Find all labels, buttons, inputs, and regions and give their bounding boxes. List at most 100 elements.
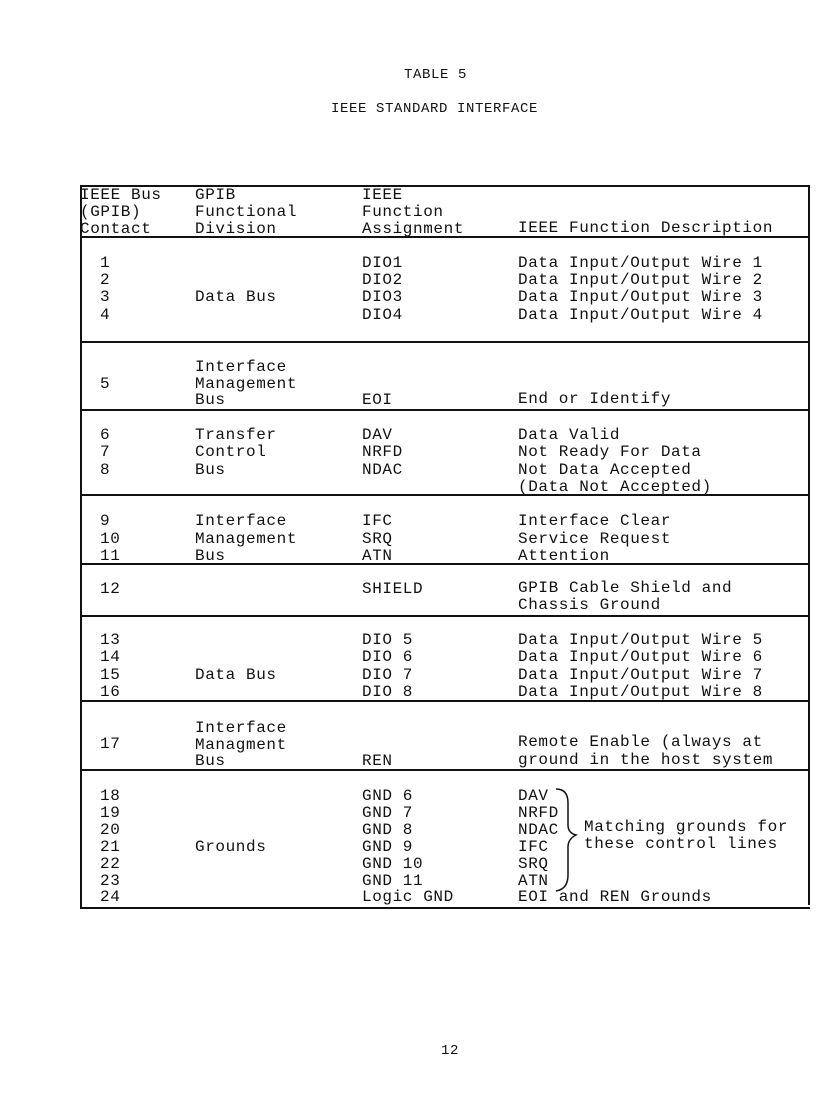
contact-number: 3 xyxy=(100,288,111,306)
table-subtitle: IEEE STANDARD INTERFACE xyxy=(331,101,539,117)
header-description: IEEE Function Description xyxy=(518,219,774,237)
contact-number: 13 xyxy=(100,631,121,649)
division-label: Data Bus xyxy=(195,666,277,684)
contact-number: 1 xyxy=(100,254,111,272)
function-assignment: NDAC xyxy=(362,461,403,479)
division-label: Interface xyxy=(195,358,287,376)
brace-note: Matching grounds for xyxy=(584,818,789,836)
contact-number: 21 xyxy=(100,838,121,856)
header-assignment: Assignment xyxy=(362,220,465,238)
function-assignment: GND 7 xyxy=(362,804,414,822)
function-description: Remote Enable (always at xyxy=(518,733,763,751)
brace-icon xyxy=(555,788,579,892)
function-assignment: GND 9 xyxy=(362,838,414,856)
header-division: GPIB xyxy=(195,186,236,204)
contact-number: 16 xyxy=(100,683,121,701)
function-assignment: DIO 7 xyxy=(362,666,414,684)
function-assignment: EOI xyxy=(362,391,393,409)
contact-number: 18 xyxy=(100,787,121,805)
division-label: Management xyxy=(195,375,298,393)
function-description: (Data Not Accepted) xyxy=(518,478,712,496)
division-label: Bus xyxy=(195,391,226,409)
function-description: Not Data Accepted xyxy=(518,461,692,479)
division-label: Managment xyxy=(195,736,287,754)
function-description: Data Input/Output Wire 1 xyxy=(518,254,763,272)
function-description: SRQ xyxy=(518,855,549,873)
function-assignment: DIO3 xyxy=(362,288,403,306)
function-description: Data Input/Output Wire 5 xyxy=(518,631,763,649)
division-label: Grounds xyxy=(195,838,267,856)
contact-number: 19 xyxy=(100,804,121,822)
function-description: Data Input/Output Wire 2 xyxy=(518,271,763,289)
header-division: Functional xyxy=(195,203,298,221)
function-assignment: DIO 6 xyxy=(362,648,414,666)
function-description: NRFD xyxy=(518,804,559,822)
contact-number: 4 xyxy=(100,306,111,324)
function-description: NDAC xyxy=(518,821,559,839)
contact-number: 12 xyxy=(100,580,121,598)
division-label: Management xyxy=(195,530,298,548)
contact-number: 7 xyxy=(100,443,111,461)
contact-number: 15 xyxy=(100,666,121,684)
function-assignment: DIO 8 xyxy=(362,683,414,701)
group-divider xyxy=(80,409,810,411)
function-description: Not Ready For Data xyxy=(518,443,702,461)
contact-number: 10 xyxy=(100,530,121,548)
function-assignment: IFC xyxy=(362,512,393,530)
function-assignment: GND 10 xyxy=(362,855,424,873)
contact-number: 9 xyxy=(100,512,111,530)
function-description: ATN xyxy=(518,872,549,890)
function-assignment: NRFD xyxy=(362,443,403,461)
function-description: Data Input/Output Wire 6 xyxy=(518,648,763,666)
function-assignment: DIO 5 xyxy=(362,631,414,649)
function-description: GPIB Cable Shield and xyxy=(518,579,733,597)
contact-number: 6 xyxy=(100,426,111,444)
function-assignment: DIO1 xyxy=(362,254,403,272)
function-assignment: DIO4 xyxy=(362,306,403,324)
brace-note: these control lines xyxy=(584,835,778,853)
contact-number: 22 xyxy=(100,855,121,873)
division-label: Data Bus xyxy=(195,288,277,306)
function-assignment: SRQ xyxy=(362,530,393,548)
header-assignment: IEEE xyxy=(362,186,403,204)
contact-number: 23 xyxy=(100,872,121,890)
group-divider xyxy=(80,341,810,343)
table-border-top xyxy=(80,185,810,187)
table-border-left xyxy=(80,185,82,909)
function-description: Attention xyxy=(518,547,610,565)
function-description: Data Input/Output Wire 4 xyxy=(518,306,763,324)
contact-number: 5 xyxy=(100,375,111,393)
contact-number: 17 xyxy=(100,735,121,753)
division-label: Interface xyxy=(195,719,287,737)
function-description: ground in the host system xyxy=(518,751,774,769)
function-description: Data Input/Output Wire 8 xyxy=(518,683,763,701)
group-divider xyxy=(80,494,810,496)
header-contact: IEEE Bus xyxy=(80,186,162,204)
function-assignment: SHIELD xyxy=(362,580,424,598)
function-assignment: GND 6 xyxy=(362,787,414,805)
division-label: Interface xyxy=(195,512,287,530)
table-title: TABLE 5 xyxy=(404,67,468,83)
function-description: Service Request xyxy=(518,530,672,548)
function-description: Interface Clear xyxy=(518,512,672,530)
division-label: Bus xyxy=(195,752,226,770)
division-label: Bus xyxy=(195,461,226,479)
contact-number: 8 xyxy=(100,461,111,479)
table-border-bottom xyxy=(80,907,810,909)
function-assignment: REN xyxy=(362,752,393,770)
contact-number: 24 xyxy=(100,888,121,906)
header-assignment: Function xyxy=(362,203,444,221)
contact-number: 14 xyxy=(100,648,121,666)
contact-number: 11 xyxy=(100,547,121,565)
group-divider xyxy=(80,769,810,771)
function-description: Data Input/Output Wire 7 xyxy=(518,666,763,684)
table-border-right xyxy=(808,185,810,905)
function-description: Data Input/Output Wire 3 xyxy=(518,288,763,306)
function-description: Chassis Ground xyxy=(518,596,661,614)
header-division: Division xyxy=(195,220,277,238)
function-description: EOI and REN Grounds xyxy=(518,888,712,906)
group-divider xyxy=(80,700,810,702)
header-divider xyxy=(80,236,810,238)
group-divider xyxy=(80,563,810,565)
contact-number: 2 xyxy=(100,271,111,289)
